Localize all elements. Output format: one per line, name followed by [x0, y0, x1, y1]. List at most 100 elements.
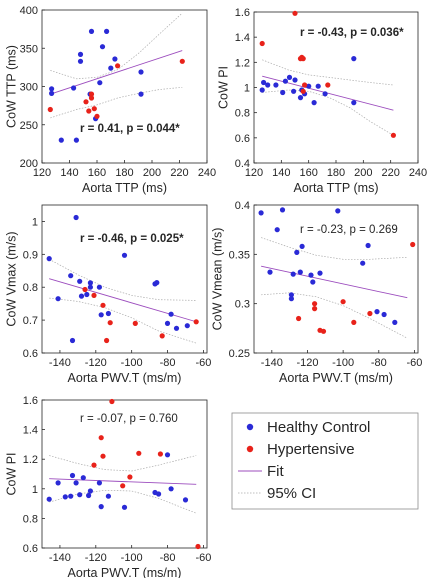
- hypertensive-point: [325, 82, 331, 88]
- hypertensive-point: [109, 398, 115, 405]
- x-tick-label: 160: [88, 167, 106, 179]
- hypertensive-point: [115, 63, 121, 69]
- x-tick-label: 180: [327, 167, 345, 179]
- y-tick-label: 0.6: [23, 348, 38, 360]
- healthy-control-point: [280, 89, 286, 96]
- healthy-control-point: [154, 280, 160, 286]
- y-tick-label: 0.4: [235, 200, 250, 212]
- healthy-control-point: [88, 28, 95, 34]
- healthy-control-point: [261, 79, 267, 86]
- ci-upper-line: [50, 12, 183, 80]
- healthy-control-point: [273, 82, 279, 88]
- axes-box: [41, 204, 208, 354]
- x-tick-label: -140: [49, 357, 71, 369]
- y-tick-label: 1.6: [23, 395, 38, 407]
- x-tick-label: -140: [49, 552, 71, 564]
- x-tick-label: 120: [33, 167, 51, 179]
- healthy-control-point: [156, 491, 162, 497]
- fit-line: [49, 478, 197, 485]
- ci-upper-line: [262, 59, 394, 86]
- healthy-control-point: [112, 56, 118, 62]
- hypertensive-point: [107, 320, 113, 326]
- hypertensive-point: [410, 241, 416, 248]
- hypertensive-point: [88, 95, 95, 101]
- healthy-control-point: [77, 492, 83, 498]
- hypertensive-point: [300, 56, 306, 62]
- healthy-control-point: [87, 284, 93, 290]
- panel-5: -140 -120 -100 -80 -60 0.6 0.8 1 1.2 1.4 1.6 Aorta …: [4, 395, 211, 578]
- healthy-control-point: [299, 243, 305, 249]
- axes-box: [253, 204, 419, 354]
- healthy-control-point: [96, 480, 102, 486]
- y-axis-label: CoW PI: [4, 452, 18, 495]
- x-tick-label: -100: [332, 357, 354, 369]
- y-tick-label: 0.8: [23, 513, 38, 525]
- correlation-annotation: r = -0.43, p = 0.036*: [300, 27, 404, 39]
- healthy-control-point: [267, 269, 273, 275]
- healthy-control-point: [288, 296, 294, 302]
- healthy-control-point: [282, 78, 288, 84]
- x-tick-label: 160: [299, 167, 317, 179]
- healthy-control-point: [310, 279, 316, 285]
- healthy-control-point: [108, 65, 114, 71]
- hypertensive-point: [195, 543, 201, 550]
- healthy-control-point: [86, 492, 92, 499]
- legend-label: Hypertensive: [267, 441, 355, 458]
- healthy-control-point: [98, 504, 104, 510]
- ci-upper-line: [49, 455, 197, 472]
- y-tick-label: 0.6: [23, 543, 38, 555]
- hypertensive-point: [47, 106, 53, 113]
- x-tick-label: -120: [85, 357, 107, 369]
- healthy-control-point: [77, 278, 83, 284]
- axes-box: [41, 399, 208, 549]
- y-tick-label: 0.25: [229, 348, 250, 360]
- healthy-control-point: [291, 88, 297, 94]
- hypertensive-point: [340, 299, 346, 305]
- hypertensive-point: [83, 99, 89, 105]
- y-tick-label: 1.2: [235, 57, 250, 69]
- x-tick-label: -140: [261, 357, 283, 369]
- hypertensive-point: [86, 108, 92, 114]
- healthy-control-point: [80, 475, 86, 481]
- hypertensive-point: [104, 337, 110, 344]
- healthy-control-point: [274, 227, 280, 233]
- x-axis-label: Aorta TTP (ms): [294, 181, 379, 195]
- hypertensive-point: [91, 106, 97, 112]
- x-axis-label: Aorta PWV.T (ms/m): [68, 371, 182, 385]
- panel-4: -140 -120 -100 -80 -60 0.25 0.3 0.35 0.4 Aorta PW…: [210, 200, 422, 385]
- hypertensive-point: [390, 132, 396, 138]
- healthy-control-point: [49, 90, 55, 96]
- x-axis-label: Aorta PWV.T (ms/m): [279, 371, 393, 385]
- healthy-control-point: [164, 320, 171, 326]
- y-tick-label: 0.8: [235, 108, 250, 120]
- y-tick-label: 1: [32, 216, 38, 228]
- y-tick-label: 1.4: [23, 425, 38, 437]
- x-tick-label: -80: [371, 357, 387, 369]
- healthy-control-point: [322, 91, 328, 97]
- fit-line: [261, 265, 408, 299]
- y-tick-label: 0.8: [23, 282, 38, 294]
- x-tick-label: -60: [406, 357, 422, 369]
- healthy-control-point: [286, 74, 293, 80]
- y-axis-label: CoW Vmean (m/s): [210, 228, 224, 331]
- healthy-control-point: [288, 292, 294, 298]
- legend: Healthy Control Hypertensive Fit 95% CI: [231, 412, 419, 510]
- healthy-control-point: [138, 91, 144, 97]
- legend-hypertensive-marker: [246, 445, 254, 453]
- healthy-control-point: [173, 325, 180, 331]
- x-tick-label: 220: [381, 167, 399, 179]
- legend-label: 95% CI: [267, 485, 316, 502]
- hypertensive-point: [159, 333, 165, 339]
- hypertensive-point: [100, 302, 106, 308]
- hypertensive-point: [312, 301, 318, 307]
- hypertensive-point: [136, 450, 142, 456]
- y-tick-label: 0.35: [229, 249, 250, 261]
- y-tick-label: 0.6: [235, 133, 250, 145]
- x-tick-label: -80: [160, 357, 176, 369]
- y-tick-label: 1.2: [23, 454, 38, 466]
- hypertensive-point: [259, 40, 265, 47]
- healthy-control-point: [55, 480, 61, 486]
- ci-lower-line: [50, 86, 183, 119]
- y-tick-label: 350: [20, 43, 38, 55]
